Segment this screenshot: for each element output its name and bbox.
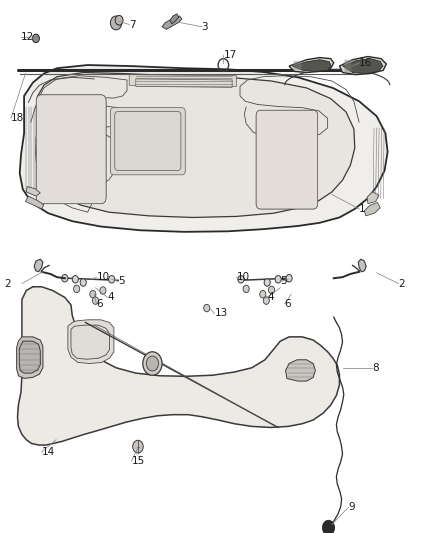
Polygon shape — [17, 337, 43, 378]
Circle shape — [286, 274, 292, 282]
Circle shape — [260, 290, 266, 298]
Text: 4: 4 — [107, 293, 114, 302]
Polygon shape — [293, 60, 331, 71]
Circle shape — [32, 34, 39, 43]
Text: 15: 15 — [131, 456, 145, 466]
Text: 12: 12 — [21, 33, 34, 42]
Circle shape — [80, 279, 86, 286]
Polygon shape — [339, 56, 386, 75]
Polygon shape — [25, 196, 44, 209]
Polygon shape — [289, 58, 334, 72]
Text: 6: 6 — [96, 299, 103, 309]
Text: 10: 10 — [96, 272, 110, 282]
Text: 16: 16 — [359, 58, 372, 68]
Polygon shape — [18, 287, 339, 445]
Circle shape — [62, 274, 68, 282]
Circle shape — [275, 276, 281, 283]
Text: 8: 8 — [372, 363, 379, 373]
Circle shape — [92, 297, 99, 304]
Circle shape — [264, 279, 270, 286]
FancyBboxPatch shape — [36, 95, 106, 204]
Circle shape — [133, 440, 143, 453]
FancyBboxPatch shape — [115, 111, 181, 171]
Polygon shape — [162, 16, 182, 29]
Circle shape — [204, 304, 210, 312]
Circle shape — [238, 276, 244, 283]
Circle shape — [322, 520, 335, 533]
FancyBboxPatch shape — [256, 110, 318, 209]
Circle shape — [263, 297, 269, 304]
Polygon shape — [343, 59, 383, 74]
Polygon shape — [129, 75, 237, 86]
Circle shape — [243, 285, 249, 293]
Polygon shape — [136, 79, 232, 87]
Text: 9: 9 — [348, 503, 355, 512]
Polygon shape — [26, 187, 40, 196]
Text: 3: 3 — [201, 22, 208, 31]
Text: 2: 2 — [399, 279, 405, 288]
Circle shape — [143, 352, 162, 375]
Text: 10: 10 — [237, 272, 250, 282]
Text: 18: 18 — [11, 114, 24, 123]
Polygon shape — [20, 65, 388, 232]
Circle shape — [100, 287, 106, 294]
Text: 4: 4 — [267, 293, 274, 302]
Text: 2: 2 — [4, 279, 11, 288]
Polygon shape — [71, 325, 110, 359]
Circle shape — [110, 16, 122, 30]
FancyBboxPatch shape — [36, 95, 106, 204]
Text: 5: 5 — [280, 277, 287, 286]
Circle shape — [146, 356, 159, 371]
Text: 17: 17 — [223, 51, 237, 60]
Polygon shape — [364, 203, 380, 216]
Circle shape — [72, 276, 78, 283]
Polygon shape — [286, 360, 315, 381]
Polygon shape — [367, 192, 379, 204]
Circle shape — [268, 286, 275, 294]
FancyBboxPatch shape — [256, 110, 318, 209]
Circle shape — [90, 290, 96, 298]
Polygon shape — [19, 341, 40, 373]
FancyBboxPatch shape — [110, 108, 185, 175]
Polygon shape — [170, 14, 179, 24]
Polygon shape — [34, 259, 43, 272]
Circle shape — [74, 285, 80, 293]
Text: 5: 5 — [118, 277, 125, 286]
Text: 14: 14 — [42, 447, 55, 457]
Text: 1: 1 — [359, 204, 366, 214]
Text: 13: 13 — [215, 309, 228, 318]
Polygon shape — [358, 259, 366, 272]
Polygon shape — [36, 72, 355, 217]
Polygon shape — [68, 320, 114, 364]
Text: 6: 6 — [285, 299, 291, 309]
Circle shape — [115, 15, 123, 25]
Text: 7: 7 — [129, 20, 136, 29]
Circle shape — [109, 276, 115, 283]
